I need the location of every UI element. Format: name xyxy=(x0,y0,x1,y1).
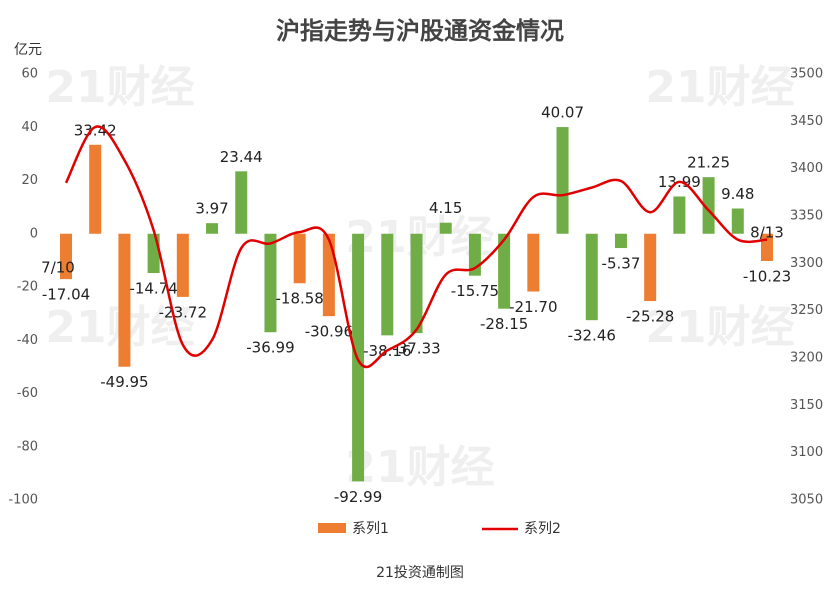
data-label: -18.58 xyxy=(275,290,323,308)
y2-tick-label: 3100 xyxy=(790,445,823,460)
legend-swatch xyxy=(318,523,346,533)
y2-tick-label: 3350 xyxy=(790,209,823,224)
line xyxy=(64,125,768,369)
data-label: -10.23 xyxy=(743,267,791,285)
y2-tick-label: 3150 xyxy=(790,398,823,413)
data-label: 9.48 xyxy=(721,185,754,203)
annotation: 8/13 xyxy=(750,224,784,242)
y2-tick-label: 3250 xyxy=(790,303,823,318)
y-tick-label: -60 xyxy=(17,386,38,401)
data-label: -36.99 xyxy=(246,339,294,357)
bar xyxy=(322,233,335,317)
data-label: -23.72 xyxy=(159,303,207,321)
bar xyxy=(147,233,160,273)
annotation: 7/10 xyxy=(41,259,75,277)
y-tick-label: 40 xyxy=(21,120,38,135)
y2-tick-label: 3300 xyxy=(790,256,823,271)
y2-tick-label: 3200 xyxy=(790,351,823,366)
watermark: 21财经 xyxy=(45,62,194,113)
data-label: -17.04 xyxy=(42,286,90,304)
data-label: -37.33 xyxy=(392,340,440,358)
bar xyxy=(60,233,72,280)
bar xyxy=(585,233,598,321)
data-label: 3.97 xyxy=(195,200,228,218)
bar xyxy=(293,233,306,284)
legend-label: 系列2 xyxy=(524,521,561,537)
bar xyxy=(702,177,715,234)
data-label: -15.75 xyxy=(451,282,499,300)
chart-title: 沪指走势与沪股通资金情况 xyxy=(276,17,564,45)
y-tick-label: -100 xyxy=(8,493,38,508)
bar xyxy=(498,233,511,309)
data-label: -21.70 xyxy=(509,298,557,316)
bar xyxy=(614,233,627,249)
bar xyxy=(410,233,423,334)
data-label: 33.42 xyxy=(74,121,117,139)
bar xyxy=(644,233,657,302)
data-label: 40.07 xyxy=(541,104,584,122)
data-label: -5.37 xyxy=(602,255,641,273)
bar xyxy=(731,208,744,234)
bar xyxy=(264,233,277,333)
data-label: -92.99 xyxy=(334,488,382,506)
legend-label: 系列1 xyxy=(352,521,389,537)
y-tick-label: 60 xyxy=(21,67,38,82)
y2-tick-label: 3400 xyxy=(790,161,823,176)
data-label: 4.15 xyxy=(429,199,462,217)
y-tick-label: 20 xyxy=(21,173,38,188)
footer: 21投资通制图 xyxy=(376,565,464,581)
data-label: -30.96 xyxy=(305,323,353,341)
bar xyxy=(527,233,540,292)
y-tick-label: -40 xyxy=(17,333,38,348)
bar xyxy=(176,233,189,297)
bar xyxy=(89,144,102,234)
y2-tick-label: 3500 xyxy=(790,67,823,82)
bar xyxy=(673,196,686,234)
watermark: 21财经 xyxy=(645,302,794,353)
data-label: 23.44 xyxy=(220,148,263,166)
bar xyxy=(556,127,569,234)
y2-tick-label: 3450 xyxy=(790,114,823,129)
data-label: -25.28 xyxy=(626,308,674,326)
data-label: -28.15 xyxy=(480,315,528,333)
y2-tick-label: 3050 xyxy=(790,493,823,508)
y-axis-label: 亿元 xyxy=(14,42,42,58)
bar xyxy=(118,233,131,367)
data-label: -14.74 xyxy=(129,279,177,297)
bar xyxy=(439,222,452,234)
watermark: 21财经 xyxy=(645,62,794,113)
bar xyxy=(381,233,394,336)
y-tick-label: -80 xyxy=(17,439,38,454)
y-tick-label: -20 xyxy=(17,280,38,295)
bar xyxy=(235,171,248,234)
data-label: 21.25 xyxy=(687,154,730,172)
y-tick-label: 0 xyxy=(30,226,38,241)
bar xyxy=(206,223,219,234)
data-label: -32.46 xyxy=(568,327,616,345)
data-label: -49.95 xyxy=(100,373,148,391)
watermark: 21财经 xyxy=(345,442,494,493)
